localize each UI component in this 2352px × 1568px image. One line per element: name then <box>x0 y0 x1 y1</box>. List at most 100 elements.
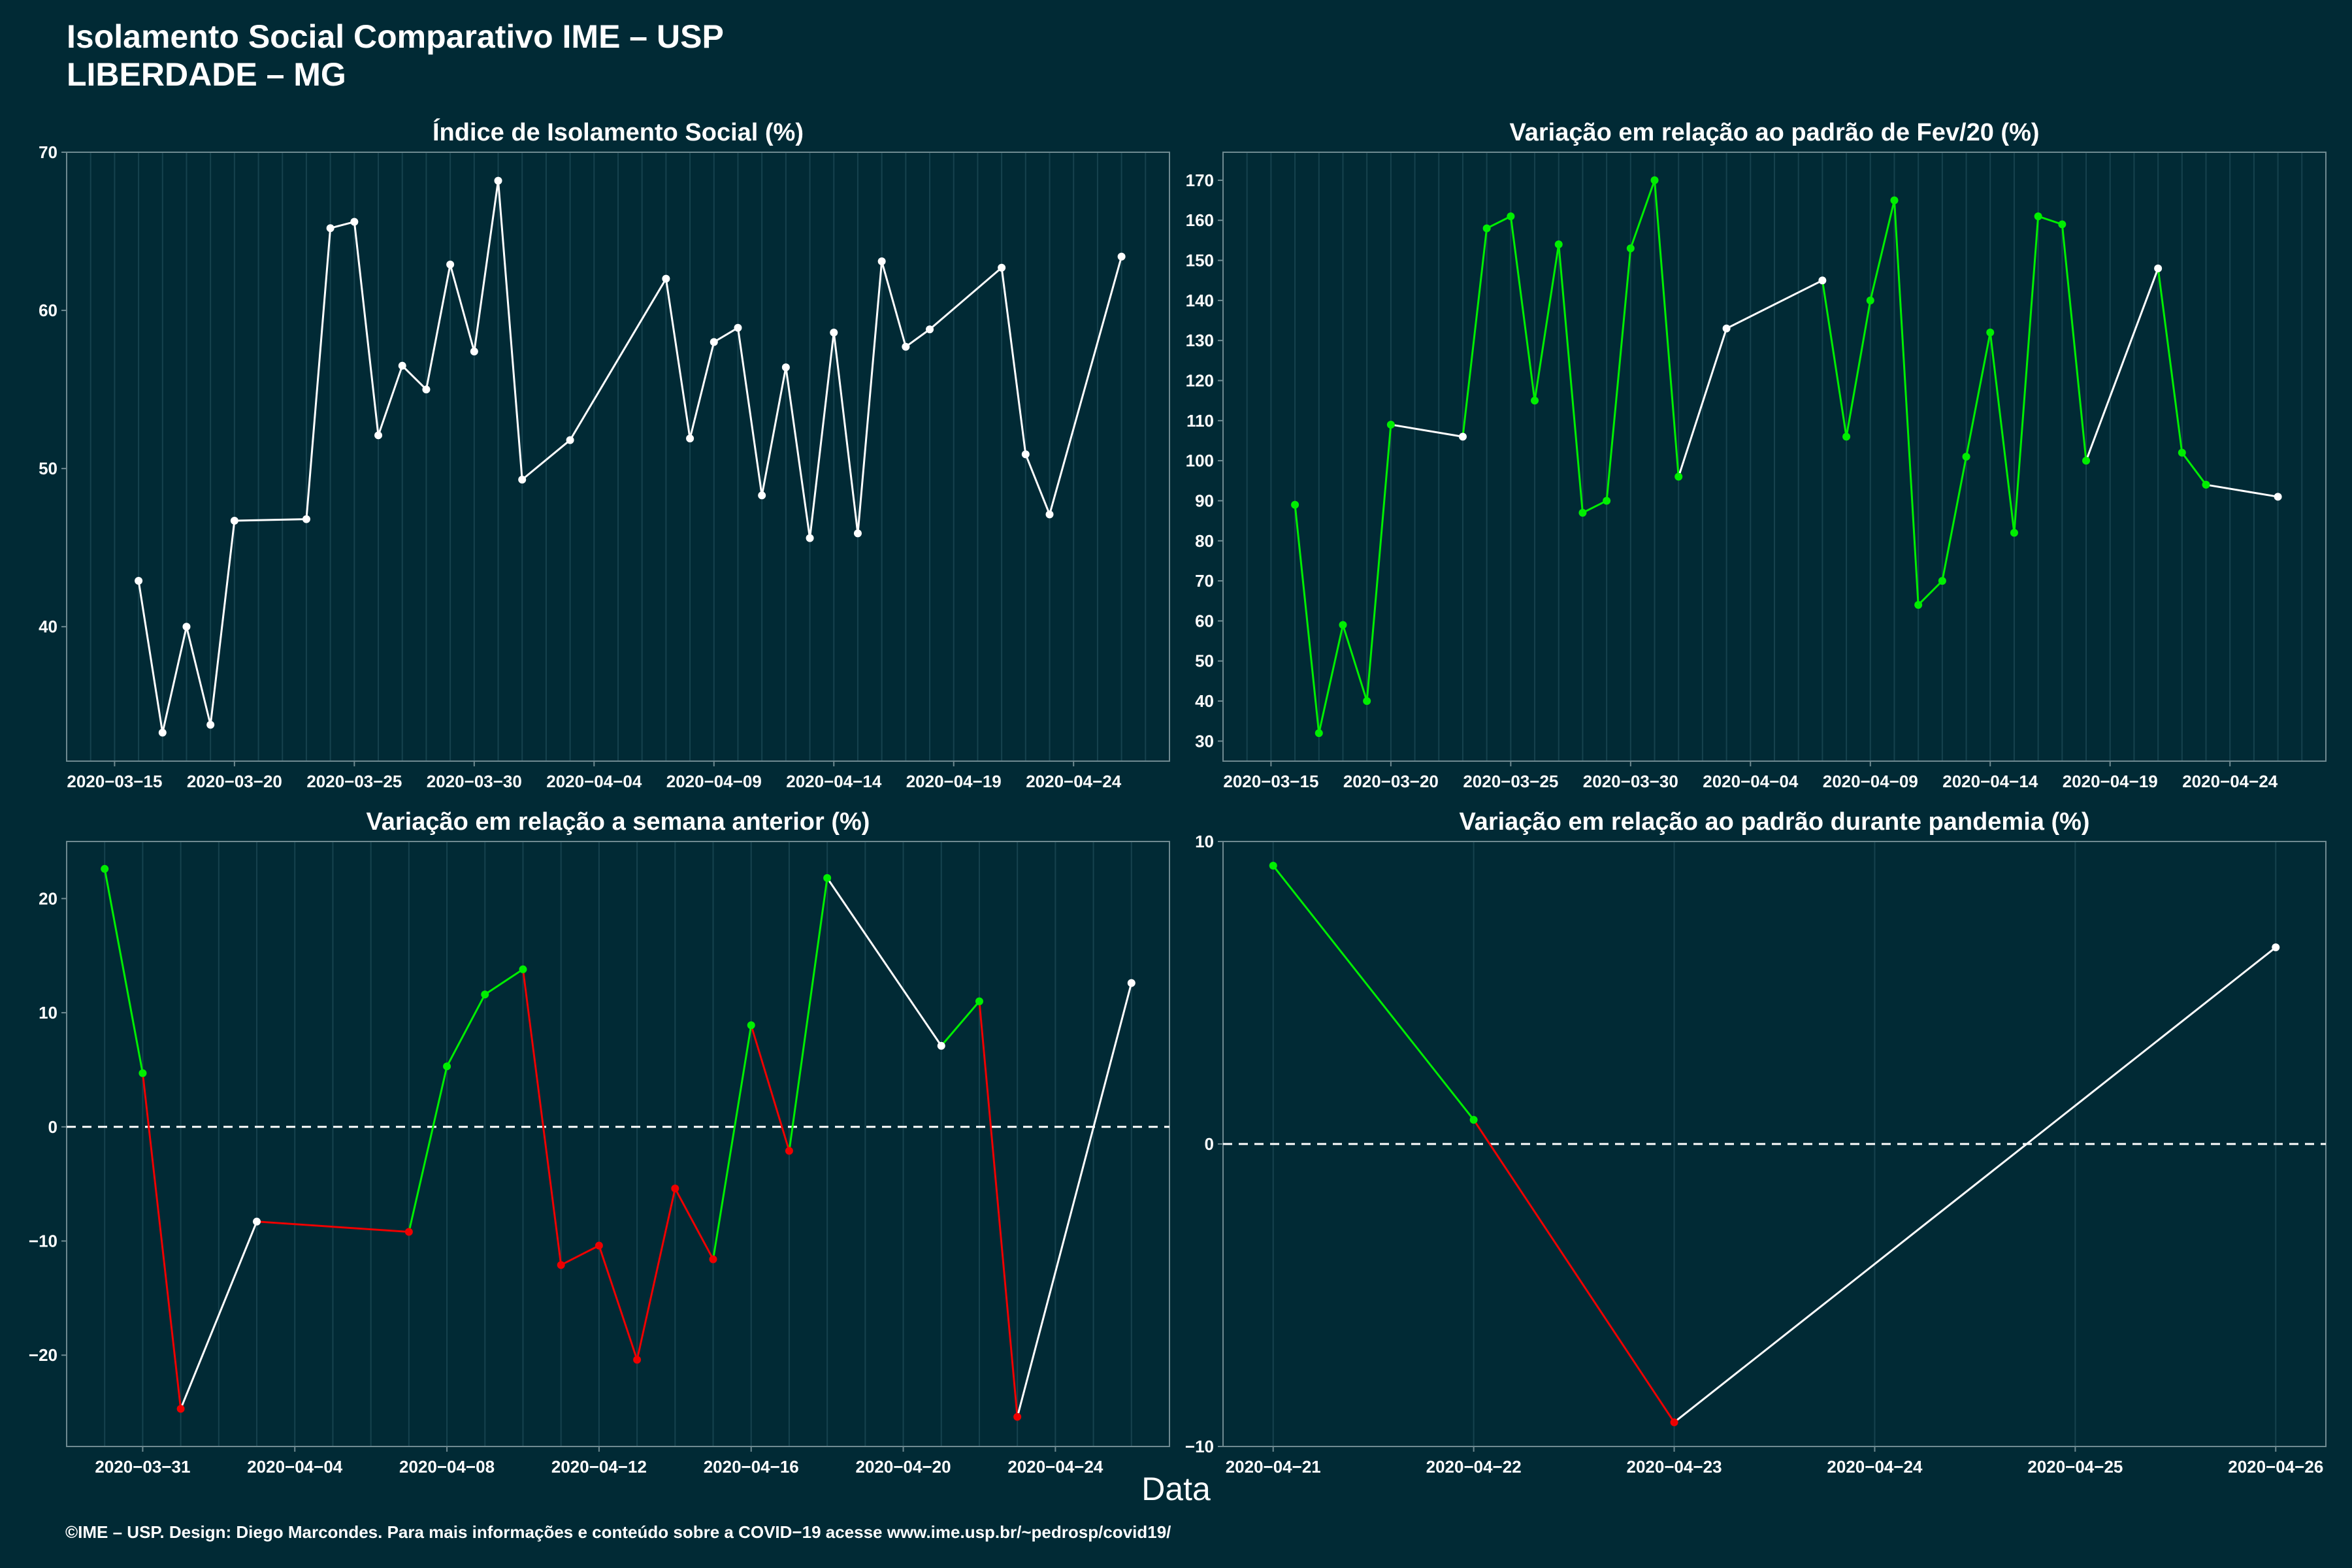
x-tick-label: 2020−04−25 <box>2027 1457 2123 1477</box>
data-point <box>1458 433 1467 441</box>
x-tick-label: 2020−04−22 <box>1426 1457 1522 1477</box>
data-point <box>1722 324 1731 333</box>
data-point <box>1626 244 1635 253</box>
data-point <box>633 1356 642 1364</box>
y-tick-label: 40 <box>1195 691 1214 711</box>
data-point <box>1842 433 1851 441</box>
x-tick-label: 2020−03−25 <box>306 772 402 791</box>
data-point <box>747 1021 755 1030</box>
series-segment <box>521 969 563 1266</box>
plot-frame <box>1222 152 2327 762</box>
series-segment <box>569 278 667 441</box>
data-point <box>1603 497 1611 505</box>
data-point <box>1818 276 1827 285</box>
data-point <box>1386 420 1395 429</box>
y-tick-label: 170 <box>1186 171 1214 190</box>
data-point <box>404 1228 413 1236</box>
series-segment <box>978 1001 1019 1417</box>
series-segment <box>377 365 404 436</box>
data-point <box>481 990 489 999</box>
data-point <box>470 348 478 356</box>
x-tick-label: 2020−04−09 <box>1823 772 1918 791</box>
data-point <box>158 728 167 737</box>
data-point <box>1363 697 1371 706</box>
data-point <box>1507 212 1515 221</box>
x-tick-label: 2020−04−14 <box>1942 772 2038 791</box>
x-tick-label: 2020−03−20 <box>1343 772 1439 791</box>
series-segment <box>473 180 500 352</box>
data-point <box>422 385 431 394</box>
series-segment <box>826 877 942 1047</box>
x-tick-label: 2020−04−23 <box>1627 1457 1722 1477</box>
y-tick-label: 40 <box>39 617 57 636</box>
data-point <box>1339 621 1347 629</box>
y-tick-label: 20 <box>39 889 57 908</box>
data-point <box>1013 1413 1022 1421</box>
data-point <box>1554 240 1563 249</box>
x-tick-label: 2020−04−24 <box>1026 772 1122 791</box>
x-tick-label: 2020−04−08 <box>399 1457 495 1477</box>
series-segment <box>664 278 691 439</box>
data-point <box>2010 529 2018 537</box>
series-segment <box>2085 268 2159 461</box>
data-point <box>101 864 109 873</box>
series-segment <box>1509 216 1536 401</box>
series-segment <box>2157 268 2183 453</box>
y-tick-label: −20 <box>29 1345 57 1365</box>
series-segment <box>186 626 212 725</box>
series-segment <box>521 439 571 481</box>
data-point <box>975 997 983 1005</box>
data-point <box>1962 453 1970 461</box>
series-segment <box>353 221 380 436</box>
series-segment <box>689 342 715 439</box>
data-point <box>135 577 143 585</box>
data-point <box>671 1184 679 1193</box>
data-point <box>1291 500 1299 509</box>
data-point <box>2274 493 2282 501</box>
data-point <box>710 338 718 346</box>
data-point <box>877 257 886 266</box>
chart-title: Variação em relação ao padrão de Fev/20 … <box>1509 119 2039 146</box>
series-segment <box>788 877 828 1151</box>
data-point <box>446 260 455 269</box>
data-point <box>139 1069 147 1077</box>
series-segment <box>1486 215 1512 229</box>
y-tick-label: 10 <box>1195 832 1214 851</box>
series-segment <box>881 261 907 348</box>
data-point <box>1127 979 1135 987</box>
data-point <box>830 328 838 336</box>
x-tick-label: 2020−03−30 <box>1583 772 1678 791</box>
series-segment <box>1582 500 1607 514</box>
data-point <box>519 965 527 973</box>
series-segment <box>1725 279 1823 330</box>
x-tick-label: 2020−04−09 <box>666 772 762 791</box>
series-segment <box>1272 865 1475 1120</box>
series-segment <box>180 1221 258 1409</box>
chart-panel-4: Variação em relação ao padrão durante pa… <box>1185 808 2327 1477</box>
x-tick-label: 2020−04−24 <box>1007 1457 1103 1477</box>
series-segment <box>561 1245 600 1266</box>
series-segment <box>137 580 164 733</box>
footer-credit: ©IME – USP. Design: Diego Marcondes. Par… <box>65 1522 1171 1542</box>
series-segment <box>330 221 355 229</box>
series-segment <box>305 228 332 519</box>
y-tick-label: 0 <box>48 1117 57 1137</box>
y-tick-label: 100 <box>1186 451 1214 470</box>
y-tick-label: 60 <box>39 301 57 320</box>
series-segment <box>408 1066 448 1232</box>
data-point <box>326 224 335 233</box>
series-segment <box>446 994 486 1067</box>
series-segment <box>1605 248 1632 501</box>
series-segment <box>598 1245 638 1360</box>
series-segment <box>1462 228 1488 437</box>
data-point <box>1021 450 1030 459</box>
page-title: Isolamento Social Comparativo IME – USP <box>67 18 724 55</box>
data-point <box>566 436 574 444</box>
series-segment <box>2038 215 2063 225</box>
series-segment <box>256 1220 409 1233</box>
series-segment <box>1893 200 1919 605</box>
data-point <box>1938 577 1946 585</box>
series-segment <box>1473 1119 1675 1423</box>
data-point <box>182 623 191 631</box>
x-tick-label: 2020−04−04 <box>247 1457 343 1477</box>
